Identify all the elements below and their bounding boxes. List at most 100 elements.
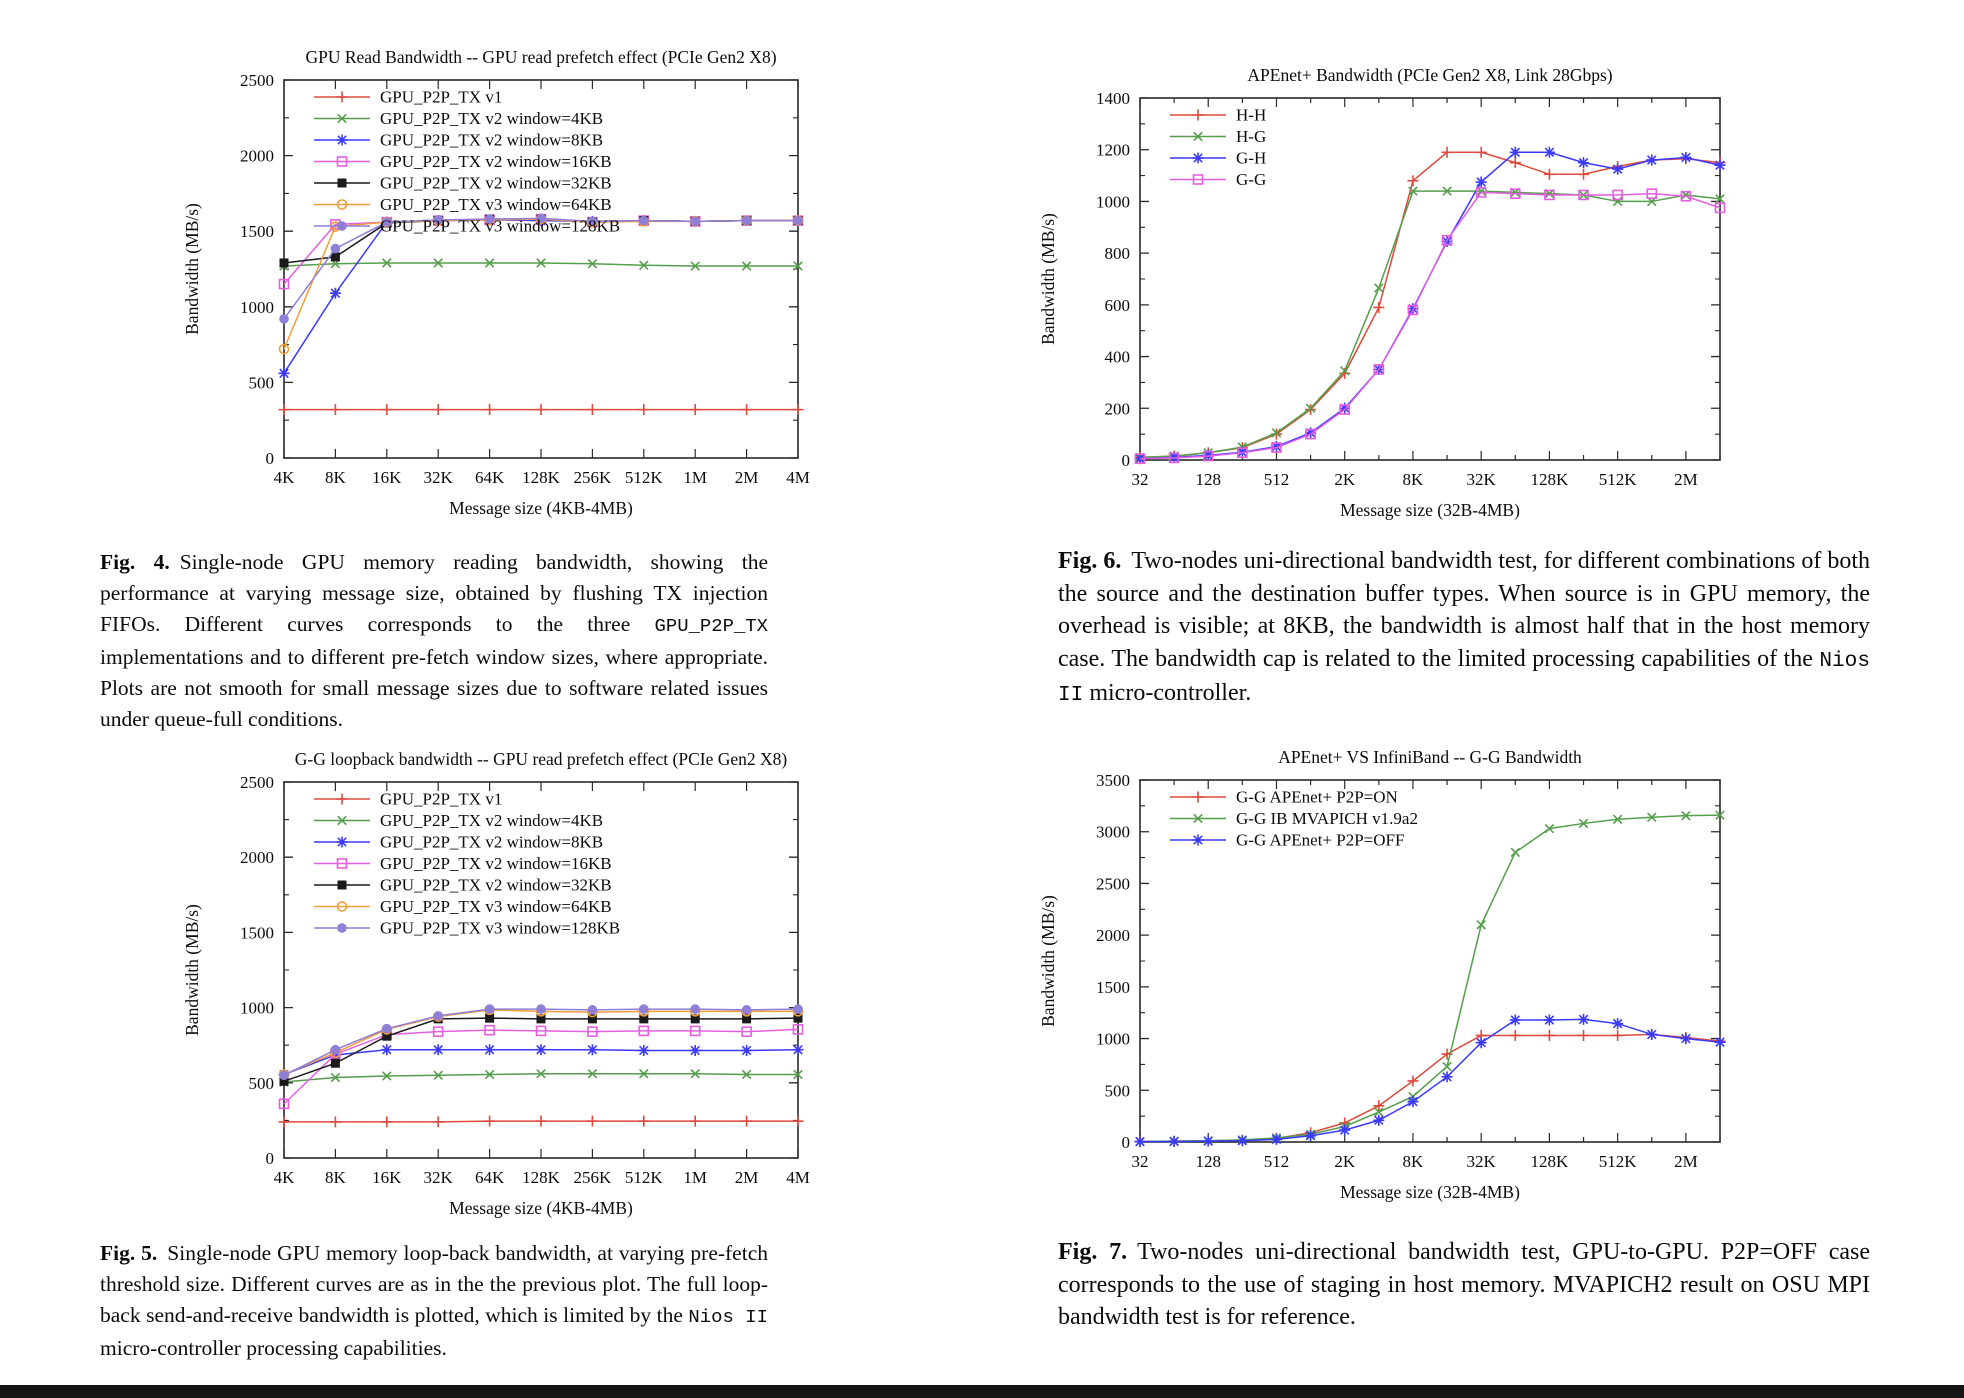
fig5-chart: G-G loopback bandwidth -- GPU read prefe…: [182, 749, 810, 1218]
fig7-xtick: 32: [1132, 1152, 1149, 1171]
fig7-title: APEnet+ VS InfiniBand -- G-G Bandwidth: [1278, 747, 1582, 767]
fig6-legend-label: H-G: [1236, 127, 1266, 146]
fig5-ytick: 1500: [240, 923, 274, 942]
fig6-ytick: 1400: [1096, 89, 1130, 108]
figure-label: Fig. 6.: [1058, 548, 1122, 574]
fig7-xlabel: Message size (32B-4MB): [1340, 1182, 1520, 1202]
fig6-caption: Fig. 6. Two-nodes uni-directional bandwid…: [1058, 548, 1871, 707]
fig4-title: GPU Read Bandwidth -- GPU read prefetch …: [305, 47, 776, 67]
fig5-xtick: 2M: [735, 1168, 759, 1187]
fig4-xtick: 2M: [735, 468, 759, 487]
fig4-legend-label: GPU_P2P_TX v2 window=32KB: [380, 174, 612, 193]
fig6-xtick: 32K: [1467, 470, 1497, 489]
fig4-xtick: 256K: [574, 468, 613, 487]
fig4-xtick: 8K: [325, 468, 347, 487]
fig7-ytick: 0: [1122, 1133, 1131, 1152]
fig5-legend-label: GPU_P2P_TX v2 window=16KB: [380, 854, 612, 873]
fig6-xtick: 8K: [1403, 470, 1425, 489]
fig7-legend-label: G-G IB MVAPICH v1.9a2: [1236, 809, 1418, 828]
fig4-xtick: 16K: [372, 468, 402, 487]
fig5-series-markers: [278, 1024, 804, 1110]
fig7-xtick: 512K: [1599, 1152, 1638, 1171]
fig7-ytick: 2000: [1096, 926, 1130, 945]
fig6-ytick: 800: [1105, 244, 1131, 263]
fig4-legend-label: GPU_P2P_TX v3 window=64KB: [380, 195, 612, 214]
fig6-ytick: 0: [1122, 451, 1131, 470]
fig4-series-markers: [278, 404, 804, 416]
fig5-legend-label: GPU_P2P_TX v2 window=32KB: [380, 876, 612, 895]
fig5-legend-label: GPU_P2P_TX v2 window=8KB: [380, 833, 603, 852]
fig5-legend-label: GPU_P2P_TX v1: [380, 790, 502, 809]
fig7-xtick: 32K: [1467, 1152, 1497, 1171]
fig6-ytick: 1000: [1096, 192, 1130, 211]
fig7-legend-label: G-G APEnet+ P2P=OFF: [1236, 831, 1404, 850]
fig7-xtick: 512: [1264, 1152, 1290, 1171]
fig6-xtick: 128: [1195, 470, 1221, 489]
fig5-xtick: 4K: [274, 1168, 296, 1187]
fig7-ytick: 500: [1105, 1081, 1131, 1100]
fig4-legend-label: GPU_P2P_TX v3 window=128KB: [380, 217, 620, 236]
fig4-ylabel: Bandwidth (MB/s): [182, 203, 202, 335]
fig6-ytick: 200: [1105, 399, 1131, 418]
fig5-ylabel: Bandwidth (MB/s): [182, 904, 202, 1036]
fig4-xtick: 32K: [424, 468, 454, 487]
fig5-xtick: 128K: [522, 1168, 561, 1187]
fig4-legend-label: GPU_P2P_TX v1: [380, 88, 502, 107]
fig5-xtick: 256K: [574, 1168, 613, 1187]
fig5-title: G-G loopback bandwidth -- GPU read prefe…: [295, 749, 788, 769]
fig4-xtick: 4K: [274, 468, 296, 487]
fig7-figure: APEnet+ VS InfiniBand -- G-G Bandwidth Me…: [1020, 738, 1732, 1255]
fig6-xtick: 512K: [1599, 470, 1638, 489]
fig4-series-markers: [278, 214, 804, 379]
fig4-caption: Fig. 4. Single-node GPU memory reading ba…: [100, 550, 769, 731]
figure-label: Fig. 7.: [1058, 1239, 1128, 1265]
fig4-series-markers: [279, 258, 803, 271]
fig7-chart: APEnet+ VS InfiniBand -- G-G Bandwidth Me…: [1038, 747, 1726, 1202]
fig6-legend-label: H-H: [1236, 106, 1266, 125]
fig4-legend-label: GPU_P2P_TX v2 window=8KB: [380, 131, 603, 150]
fig4-ytick: 1000: [240, 298, 274, 317]
fig6-figure: APEnet+ Bandwidth (PCIe Gen2 X8, Link 28…: [1020, 40, 1732, 557]
fig7-xtick: 128: [1195, 1152, 1221, 1171]
fig7-series-markers: [1135, 810, 1725, 1147]
fig4-legend-label: GPU_P2P_TX v2 window=4KB: [380, 109, 603, 128]
fig5-ytick: 0: [266, 1149, 275, 1168]
fig5-series-markers: [278, 1115, 804, 1128]
fig7-xtick: 8K: [1403, 1152, 1425, 1171]
fig5-series-markers: [279, 1004, 803, 1081]
fig4-xtick: 64K: [475, 468, 505, 487]
fig6-ytick: 600: [1105, 296, 1131, 315]
fig5-ytick: 1000: [240, 999, 274, 1018]
fig6-legend-label: G-G: [1236, 170, 1266, 189]
fig6-xtick: 2M: [1674, 470, 1698, 489]
fig7-ytick: 2500: [1096, 874, 1130, 893]
fig6-xlabel: Message size (32B-4MB): [1340, 500, 1520, 520]
fig4-ytick: 2500: [240, 71, 274, 90]
fig5-legend-label: GPU_P2P_TX v2 window=4KB: [380, 811, 603, 830]
fig5-ytick: 2500: [240, 773, 274, 792]
fig7-xtick: 2K: [1334, 1152, 1356, 1171]
fig5-xtick: 64K: [475, 1168, 505, 1187]
fig7-ytick: 3500: [1096, 771, 1130, 790]
fig6-legend-label: G-H: [1236, 149, 1266, 168]
fig5-xtick: 512K: [625, 1168, 664, 1187]
fig5-ytick: 500: [249, 1074, 275, 1093]
fig4-xtick: 128K: [522, 468, 561, 487]
fig7-legend-label: G-G APEnet+ P2P=ON: [1236, 788, 1398, 807]
fig6-ylabel: Bandwidth (MB/s): [1038, 213, 1058, 345]
fig7-ytick: 3000: [1096, 823, 1130, 842]
fig6-chart: APEnet+ Bandwidth (PCIe Gen2 X8, Link 28…: [1038, 65, 1726, 520]
fig5-caption: Fig. 5. Single-node GPU memory loop-back …: [100, 1241, 768, 1360]
fig7-xtick: 128K: [1531, 1152, 1570, 1171]
fig6-xtick: 32: [1132, 470, 1149, 489]
fig4-ytick: 500: [249, 373, 275, 392]
fig6-xtick: 128K: [1531, 470, 1570, 489]
fig5-xlabel: Message size (4KB-4MB): [449, 1198, 633, 1218]
fig7-series-markers: [1134, 1013, 1726, 1148]
fig4-legend-label: GPU_P2P_TX v2 window=16KB: [380, 152, 612, 171]
fig7-ytick: 1500: [1096, 978, 1130, 997]
fig7-caption: Fig. 7. Two-nodes uni-directional bandwid…: [1058, 1239, 1870, 1330]
fig4-figure: GPU Read Bandwidth -- GPU read prefetch …: [168, 40, 818, 557]
fig4-ytick: 0: [266, 449, 275, 468]
fig7-xtick: 2M: [1674, 1152, 1698, 1171]
